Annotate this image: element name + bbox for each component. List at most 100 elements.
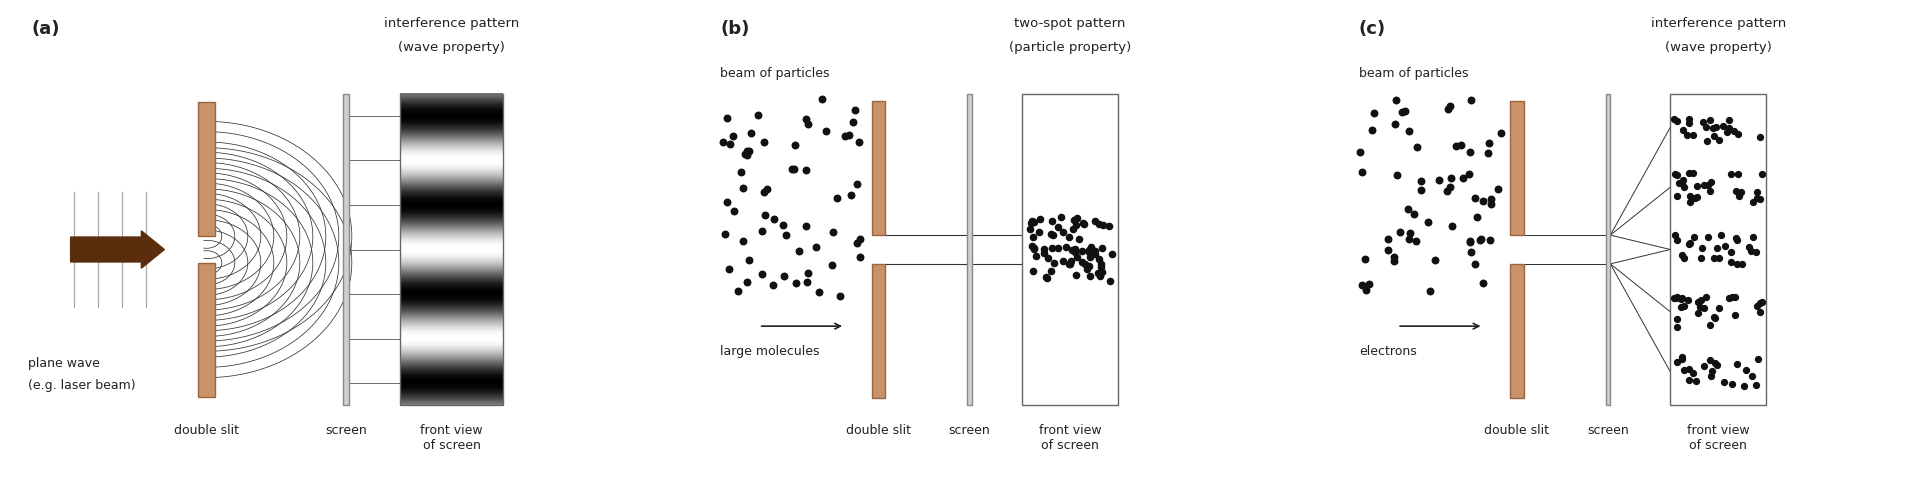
Point [801, 243, 831, 251]
Point [1434, 102, 1465, 110]
Point [1043, 223, 1073, 231]
Point [1745, 195, 1776, 203]
Point [1668, 126, 1699, 134]
Point [1033, 274, 1064, 282]
Point [1031, 273, 1062, 281]
Point [793, 120, 824, 128]
Point [1738, 233, 1768, 241]
Point [1680, 194, 1711, 202]
Point [1419, 255, 1450, 263]
Point [1668, 254, 1699, 262]
Point [1693, 181, 1724, 189]
Point [1405, 186, 1436, 194]
Point [1667, 294, 1697, 302]
Point [1054, 234, 1085, 242]
Point [1663, 193, 1693, 201]
Point [1432, 187, 1463, 195]
Point [1699, 313, 1730, 321]
Bar [1605, 94, 1611, 405]
Point [1743, 355, 1774, 363]
Point [1697, 367, 1728, 375]
Point [1068, 258, 1098, 266]
Point [791, 222, 822, 230]
Point [1092, 222, 1123, 230]
Point [1018, 267, 1048, 275]
Point [1741, 301, 1772, 309]
Point [1661, 293, 1692, 301]
Point [1709, 378, 1740, 386]
Point [1678, 233, 1709, 241]
Point [1386, 108, 1417, 116]
Point [1062, 215, 1092, 223]
Point [726, 168, 756, 176]
Point [1692, 123, 1722, 131]
Point [1692, 137, 1722, 145]
Point [1716, 258, 1747, 266]
Point [1048, 228, 1079, 236]
Point [1741, 248, 1772, 256]
Point [1455, 248, 1486, 256]
Point [1467, 279, 1498, 287]
Bar [198, 262, 215, 397]
Point [732, 278, 762, 286]
Point [1465, 236, 1496, 244]
Point [1476, 195, 1507, 203]
Point [1726, 259, 1757, 267]
Point [1069, 260, 1100, 268]
Point [1667, 303, 1697, 311]
Point [1661, 117, 1692, 125]
Point [1667, 251, 1697, 259]
Bar [399, 94, 503, 405]
Point [1058, 216, 1089, 224]
Point [1073, 247, 1104, 254]
Point [791, 166, 822, 174]
Text: (b): (b) [720, 19, 751, 37]
Point [1448, 174, 1478, 182]
Point [1016, 219, 1046, 227]
Point [841, 239, 872, 247]
Bar [968, 94, 972, 405]
Point [1054, 260, 1085, 268]
Point [1482, 185, 1513, 193]
Point [1436, 222, 1467, 230]
Point [1060, 222, 1091, 230]
Point [747, 227, 778, 235]
Point [1713, 128, 1743, 136]
Point [714, 265, 745, 273]
Point [1701, 361, 1732, 369]
Point [753, 185, 783, 193]
Point [1695, 179, 1726, 187]
Point [1659, 294, 1690, 302]
Text: (particle property): (particle property) [1010, 41, 1131, 54]
Point [1661, 294, 1692, 302]
Text: two-spot pattern: two-spot pattern [1014, 17, 1125, 30]
Point [1686, 296, 1716, 304]
Point [1699, 132, 1730, 140]
Point [1672, 296, 1703, 304]
Point [1667, 353, 1697, 361]
Point [1674, 169, 1705, 177]
Point [1718, 311, 1749, 319]
Point [1068, 247, 1098, 255]
Point [1056, 246, 1087, 253]
Point [768, 271, 799, 279]
Point [1674, 115, 1705, 123]
Point [1716, 248, 1747, 255]
Point [1720, 293, 1751, 301]
Point [1083, 254, 1114, 262]
Point [712, 199, 743, 207]
Point [1064, 235, 1094, 243]
Point [1661, 315, 1692, 323]
Point [1390, 107, 1421, 115]
Point [1037, 217, 1068, 225]
Point [1465, 235, 1496, 243]
Point [1062, 271, 1092, 279]
Point [1722, 170, 1753, 178]
Bar [872, 264, 885, 398]
Point [826, 292, 856, 300]
Point [1359, 109, 1390, 117]
Point [1073, 249, 1104, 256]
Point [1741, 188, 1772, 196]
Text: (c): (c) [1359, 19, 1386, 37]
Point [806, 95, 837, 103]
